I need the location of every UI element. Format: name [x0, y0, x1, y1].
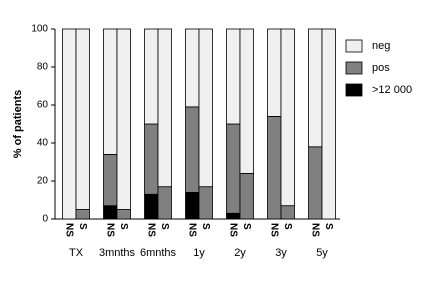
bar-segment	[226, 28, 241, 125]
group-label: 3mnths	[99, 247, 136, 259]
bar-segment	[280, 205, 295, 220]
bar-segment	[157, 28, 172, 188]
legend-label: neg	[372, 40, 390, 52]
bar-segment	[144, 123, 159, 195]
x-tick-label: NS	[187, 223, 198, 237]
bar-segment	[116, 28, 131, 210]
bar-segment	[280, 28, 295, 207]
x-tick-label: NS	[269, 223, 280, 237]
bar-segment	[198, 28, 213, 188]
bar-segment	[144, 28, 159, 125]
x-tick-label: NS	[310, 223, 321, 237]
bar-segment	[239, 172, 254, 220]
y-tick-label: 100	[31, 24, 48, 35]
bar-segment	[116, 209, 131, 220]
bar-segment	[308, 146, 323, 220]
legend-label: >12 000	[372, 84, 412, 96]
y-axis-label: % of patients	[12, 90, 24, 158]
x-tick-label: S	[200, 223, 211, 230]
bar-segment	[75, 209, 90, 220]
bar-segment	[239, 28, 254, 174]
bar-segment	[308, 28, 323, 148]
bar-segment	[103, 205, 118, 220]
bar-segment	[62, 28, 77, 220]
x-tick-label: S	[323, 223, 334, 230]
x-tick-label: S	[241, 223, 252, 230]
bar-segment	[267, 28, 282, 117]
x-tick-label: S	[282, 223, 293, 230]
x-tick-label: S	[77, 223, 88, 230]
bar-segment	[267, 116, 282, 220]
legend-swatch	[345, 61, 363, 75]
bar-segment	[198, 186, 213, 220]
bar-segment	[226, 212, 241, 220]
bar-segment	[144, 193, 159, 220]
group-label: 1y	[193, 247, 205, 259]
y-tick-label: 20	[37, 176, 49, 187]
bar-segment	[321, 28, 336, 220]
group-label: 6mnths	[140, 247, 177, 259]
y-tick-label: 60	[37, 100, 49, 111]
x-tick-label: NS	[146, 223, 157, 237]
bar-segment	[185, 191, 200, 220]
bar-segment	[103, 28, 118, 155]
x-tick-label: NS	[228, 223, 239, 237]
bar-segment	[185, 28, 200, 108]
y-tick-label: 0	[42, 214, 48, 225]
bar-segment	[185, 106, 200, 193]
x-tick-label: NS	[64, 223, 75, 237]
legend-label: pos	[372, 62, 390, 74]
group-label: TX	[69, 247, 84, 259]
y-tick-label: 80	[37, 62, 49, 73]
group-label: 3y	[275, 247, 287, 259]
legend-swatch	[345, 83, 363, 97]
bar-segment	[157, 186, 172, 220]
bar-segment	[75, 28, 90, 210]
bar-segment	[103, 153, 118, 207]
x-tick-label: NS	[105, 223, 116, 237]
group-label: 2y	[234, 247, 246, 259]
x-tick-label: S	[118, 223, 129, 230]
legend-swatch	[345, 39, 363, 53]
x-tick-label: S	[159, 223, 170, 230]
y-tick-label: 40	[37, 138, 49, 149]
bar-segment	[226, 123, 241, 214]
group-label: 5y	[316, 247, 328, 259]
